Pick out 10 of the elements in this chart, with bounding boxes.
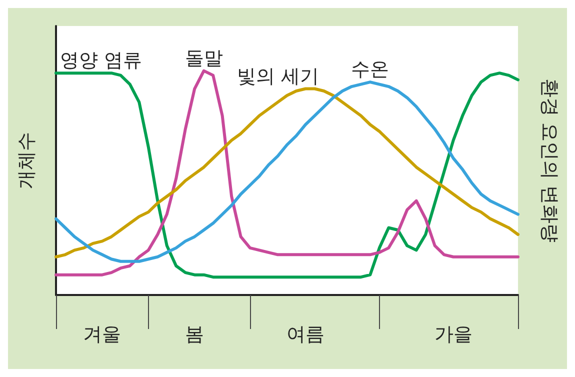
series-label: 빛의 세기 (236, 65, 319, 88)
x-tick-label: 봄 (185, 324, 204, 346)
x-tick-label: 겨울 (83, 324, 122, 346)
x-tick-label: 여름 (286, 324, 324, 346)
x-tick-label: 가을 (434, 324, 472, 346)
y2-axis-title: 환경 요인의 변화량 (538, 78, 560, 243)
series-label: 수온 (351, 58, 390, 81)
series-label: 돌말 (184, 47, 223, 70)
y-axis-title: 개체수 (16, 132, 38, 189)
series-label: 영양 염류 (60, 50, 142, 72)
